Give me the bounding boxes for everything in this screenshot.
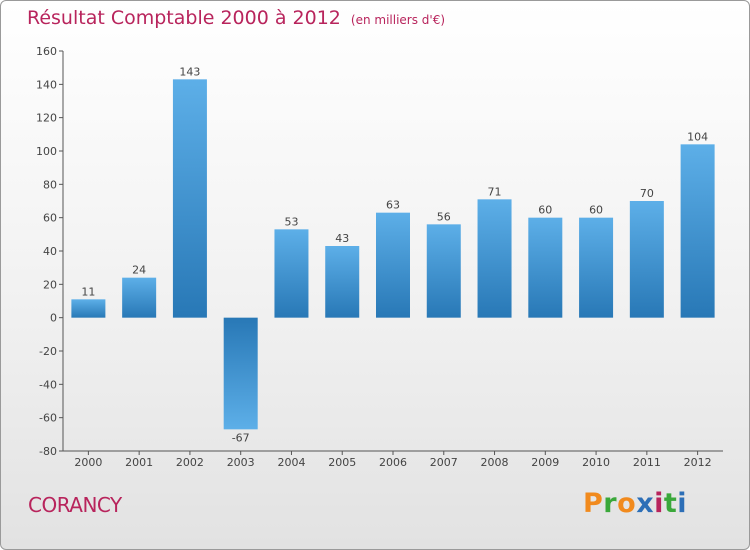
logo-letter: t [663,488,678,519]
y-tick-label: 160 [36,45,57,58]
bar-2008 [477,199,512,318]
x-tick-label: 2005 [328,456,356,469]
logo-letter: i [654,488,664,519]
chart-axes: -80 -60 -40 -20 0 20 40 60 80 100 120 140 160 2000 200… [36,45,723,469]
y-tick-label: -60 [39,412,57,425]
data-label: 53 [284,215,298,228]
y-tick-label: -20 [39,345,57,358]
x-tick-label: 2012 [684,456,712,469]
bar-2005 [325,246,360,318]
y-tick-label: 140 [36,78,57,91]
data-label: 24 [132,264,146,277]
bar-2000 [71,299,106,318]
logo-letter: x [636,488,655,519]
y-tick-label: 40 [43,245,57,258]
bar-2011 [629,201,664,318]
title-text: Résultat Comptable 2000 à 2012 [27,7,341,29]
logo-letter: P [583,488,604,519]
bar-2004 [274,229,309,318]
data-label: 63 [386,199,400,212]
bar-2003 [223,317,258,430]
commune-name: CORANCY [28,493,122,517]
x-tick-label: 2002 [176,456,204,469]
bar-2001 [122,277,157,318]
chart-subtitle: (en milliers d'€) [350,13,446,27]
bar-2002 [172,79,207,318]
data-label: 104 [687,130,708,143]
proxiti-logo: Proxiti [583,488,687,519]
x-tick-label: 2006 [379,456,407,469]
logo-letter: o [617,488,637,519]
chart-data-labels: 11 24 143 -67 53 43 63 56 71 60 60 70 104 [81,65,708,444]
x-tick-label: 2008 [481,456,509,469]
y-tick-label: 60 [43,212,57,225]
x-tick-label: 2010 [582,456,610,469]
bar-2006 [376,212,410,318]
chart-title: Résultat Comptable 2000 à 2012 (en millie… [27,7,445,29]
data-label: 43 [335,232,349,245]
logo-letter: i [677,488,688,519]
y-tick-label: -80 [39,445,57,458]
data-label: 60 [538,204,552,217]
x-tick-label: 2004 [277,456,305,469]
bar-2007 [426,224,461,318]
x-tick-label: 2011 [633,456,661,469]
data-label: 60 [589,204,603,217]
y-tick-label: 100 [36,145,57,158]
logo-letter: r [603,488,618,519]
data-label: 56 [437,210,451,223]
bar-2009 [528,217,563,318]
data-label: 11 [81,285,95,298]
x-tick-label: 2001 [125,456,153,469]
chart-bars [71,79,715,430]
data-label: -67 [232,431,250,444]
y-tick-label: 80 [43,178,57,191]
y-tick-label: -40 [39,378,57,391]
x-tick-label: 2000 [74,456,102,469]
data-label: 71 [488,185,502,198]
y-tick-label: 120 [36,112,57,125]
bar-2010 [579,217,614,318]
bar-2012 [680,144,715,318]
x-tick-label: 2007 [430,456,458,469]
x-tick-label: 2003 [227,456,255,469]
y-tick-label: 0 [50,312,57,325]
y-tick-label: 20 [43,278,57,291]
data-label: 70 [640,187,654,200]
x-tick-label: 2009 [531,456,559,469]
data-label: 143 [179,65,200,78]
